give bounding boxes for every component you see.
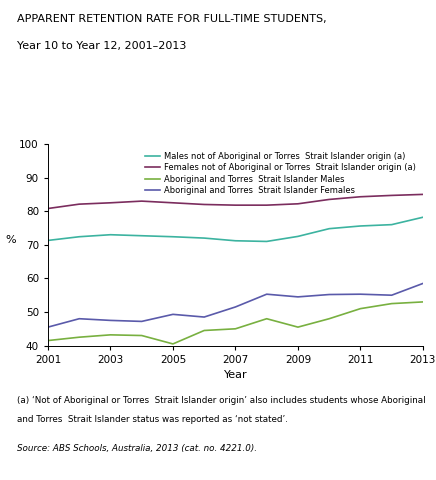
Text: Source: ABS Schools, Australia, 2013 (cat. no. 4221.0).: Source: ABS Schools, Australia, 2013 (ca…: [17, 444, 257, 453]
Legend: Males not of Aboriginal or Torres  Strait Islander origin (a), Females not of Ab: Males not of Aboriginal or Torres Strait…: [142, 148, 419, 198]
Y-axis label: %: %: [6, 235, 16, 245]
Text: (a) ‘Not of Aboriginal or Torres  Strait Islander origin’ also includes students: (a) ‘Not of Aboriginal or Torres Strait …: [17, 396, 426, 405]
X-axis label: Year: Year: [224, 370, 247, 380]
Text: APPARENT RETENTION RATE FOR FULL-TIME STUDENTS,: APPARENT RETENTION RATE FOR FULL-TIME ST…: [17, 14, 327, 24]
Text: and Torres  Strait Islander status was reported as ‘not stated’.: and Torres Strait Islander status was re…: [17, 415, 288, 424]
Text: Year 10 to Year 12, 2001–2013: Year 10 to Year 12, 2001–2013: [17, 41, 187, 51]
